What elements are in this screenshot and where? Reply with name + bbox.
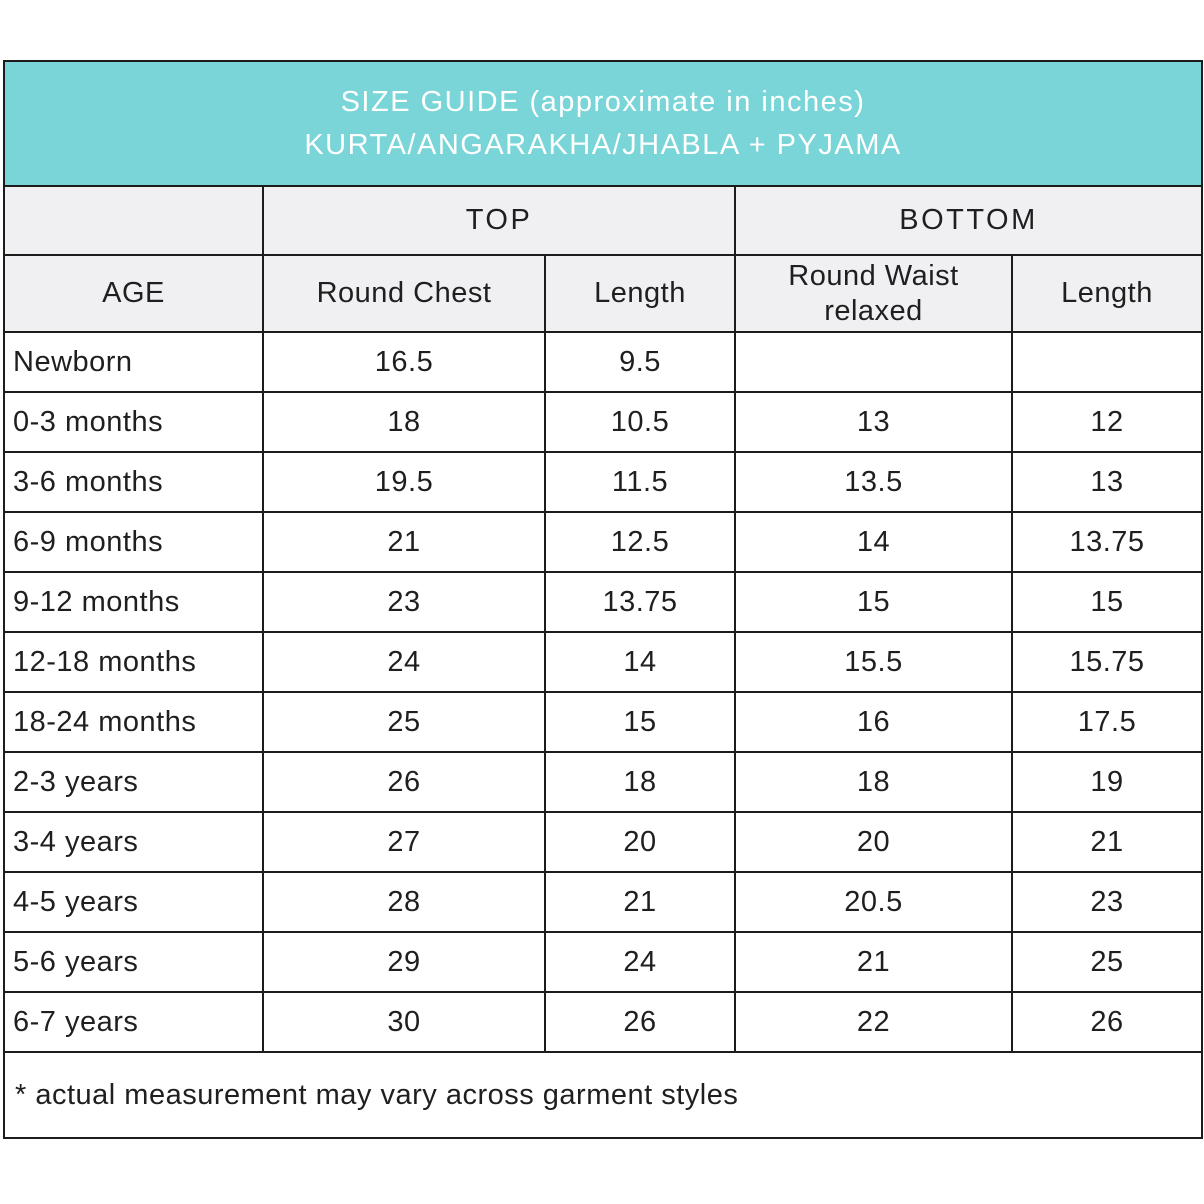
value-cell: 13.5 [734, 451, 1013, 513]
footnote: * actual measurement may vary across gar… [2, 1051, 1204, 1139]
value-cell: 19.5 [262, 451, 546, 513]
value-cell [734, 331, 1013, 393]
value-cell: 18 [262, 391, 546, 453]
age-cell: 6-7 years [3, 991, 264, 1053]
table-row: 4-5 years 28 21 20.5 23 [3, 871, 1204, 933]
value-cell: 24 [262, 631, 546, 693]
table-row: 0-3 months 18 10.5 13 12 [3, 391, 1204, 453]
value-cell: 21 [262, 511, 546, 573]
value-cell: 20 [544, 811, 736, 873]
value-cell: 20 [734, 811, 1013, 873]
value-cell: 14 [544, 631, 736, 693]
size-guide-table: SIZE GUIDE (approximate in inches) KURTA… [2, 60, 1204, 1139]
column-header-round-waist: Round Waist relaxed [734, 254, 1013, 333]
title-line-2: KURTA/ANGARAKHA/JHABLA + PYJAMA [304, 128, 902, 161]
value-cell: 20.5 [734, 871, 1013, 933]
footnote-row: * actual measurement may vary across gar… [2, 1051, 1204, 1139]
value-cell: 28 [262, 871, 546, 933]
title-banner: SIZE GUIDE (approximate in inches) KURTA… [2, 60, 1204, 187]
age-cell: 9-12 months [3, 571, 264, 633]
value-cell: 26 [1010, 991, 1204, 1053]
value-cell: 16 [734, 691, 1013, 753]
value-cell: 9.5 [544, 331, 736, 393]
value-cell: 12.5 [544, 511, 736, 573]
column-header-top-length: Length [544, 254, 736, 333]
value-cell: 21 [544, 871, 736, 933]
value-cell: 15.5 [734, 631, 1013, 693]
age-cell: 0-3 months [3, 391, 264, 453]
value-cell: 13.75 [1010, 511, 1204, 573]
table-row: 9-12 months 23 13.75 15 15 [3, 571, 1204, 633]
value-cell: 15 [734, 571, 1013, 633]
age-cell: Newborn [3, 331, 264, 393]
value-cell: 13.75 [544, 571, 736, 633]
table-row: 12-18 months 24 14 15.5 15.75 [3, 631, 1204, 693]
value-cell: 23 [262, 571, 546, 633]
value-cell: 13 [734, 391, 1013, 453]
table-row: Newborn 16.5 9.5 [3, 331, 1204, 393]
value-cell: 27 [262, 811, 546, 873]
value-cell: 13 [1010, 451, 1204, 513]
group-header-top: TOP [262, 185, 736, 256]
value-cell: 25 [1010, 931, 1204, 993]
value-cell: 16.5 [262, 331, 546, 393]
value-cell: 23 [1010, 871, 1204, 933]
value-cell: 15 [544, 691, 736, 753]
value-cell: 15 [1010, 571, 1204, 633]
value-cell: 14 [734, 511, 1013, 573]
column-header-age: AGE [3, 254, 264, 333]
table-row: 2-3 years 26 18 18 19 [3, 751, 1204, 813]
value-cell: 17.5 [1010, 691, 1204, 753]
age-cell: 2-3 years [3, 751, 264, 813]
value-cell: 18 [734, 751, 1013, 813]
table-body: Newborn 16.5 9.5 0-3 months 18 10.5 13 12 3-6 mo… [3, 331, 1204, 1053]
value-cell: 26 [262, 751, 546, 813]
age-cell: 3-6 months [3, 451, 264, 513]
column-header-round-chest: Round Chest [262, 254, 546, 333]
age-cell: 18-24 months [3, 691, 264, 753]
age-cell: 12-18 months [3, 631, 264, 693]
group-header-empty [3, 185, 264, 256]
value-cell: 10.5 [544, 391, 736, 453]
age-cell: 3-4 years [3, 811, 264, 873]
group-header-bottom: BOTTOM [733, 185, 1204, 256]
value-cell: 15.75 [1010, 631, 1204, 693]
value-cell: 29 [262, 931, 546, 993]
value-cell: 21 [734, 931, 1013, 993]
value-cell: 19 [1010, 751, 1204, 813]
table-row: 6-7 years 30 26 22 26 [3, 991, 1204, 1053]
age-cell: 5-6 years [3, 931, 264, 993]
value-cell: 11.5 [544, 451, 736, 513]
group-header-row: TOP BOTTOM [3, 185, 1204, 256]
title-line-1: SIZE GUIDE (approximate in inches) [340, 85, 866, 118]
column-header-bottom-length: Length [1010, 254, 1204, 333]
value-cell: 12 [1010, 391, 1204, 453]
table-row: 3-6 months 19.5 11.5 13.5 13 [3, 451, 1204, 513]
size-guide-page: SIZE GUIDE (approximate in inches) KURTA… [2, 60, 1204, 1139]
title-row: SIZE GUIDE (approximate in inches) KURTA… [2, 60, 1204, 187]
age-cell: 4-5 years [3, 871, 264, 933]
table-row: 3-4 years 27 20 20 21 [3, 811, 1204, 873]
value-cell: 24 [544, 931, 736, 993]
column-header-row: AGE Round Chest Length Round Waist relax… [3, 254, 1204, 333]
value-cell: 25 [262, 691, 546, 753]
value-cell: 26 [544, 991, 736, 1053]
age-cell: 6-9 months [3, 511, 264, 573]
table-row: 6-9 months 21 12.5 14 13.75 [3, 511, 1204, 573]
value-cell: 22 [734, 991, 1013, 1053]
value-cell: 21 [1010, 811, 1204, 873]
value-cell: 30 [262, 991, 546, 1053]
value-cell: 18 [544, 751, 736, 813]
value-cell [1010, 331, 1204, 393]
table-row: 18-24 months 25 15 16 17.5 [3, 691, 1204, 753]
table-row: 5-6 years 29 24 21 25 [3, 931, 1204, 993]
